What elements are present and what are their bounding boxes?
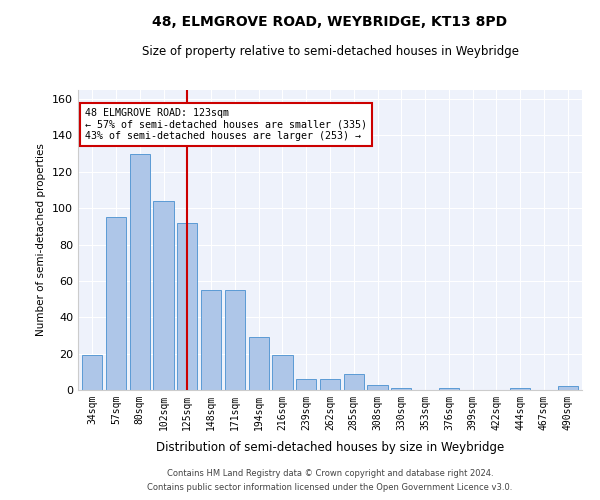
- Bar: [154, 201, 173, 390]
- Y-axis label: Number of semi-detached properties: Number of semi-detached properties: [37, 144, 46, 336]
- Bar: [225, 290, 245, 390]
- Text: 48, ELMGROVE ROAD, WEYBRIDGE, KT13 8PD: 48, ELMGROVE ROAD, WEYBRIDGE, KT13 8PD: [152, 15, 508, 29]
- Text: Contains HM Land Registry data © Crown copyright and database right 2024.: Contains HM Land Registry data © Crown c…: [167, 468, 493, 477]
- Bar: [201, 290, 221, 390]
- Bar: [367, 384, 388, 390]
- Bar: [130, 154, 150, 390]
- Text: 48 ELMGROVE ROAD: 123sqm
← 57% of semi-detached houses are smaller (335)
43% of : 48 ELMGROVE ROAD: 123sqm ← 57% of semi-d…: [85, 108, 367, 142]
- Bar: [272, 356, 293, 390]
- Bar: [106, 218, 126, 390]
- Text: Contains public sector information licensed under the Open Government Licence v3: Contains public sector information licen…: [148, 484, 512, 492]
- Bar: [82, 356, 103, 390]
- Bar: [439, 388, 459, 390]
- Bar: [391, 388, 412, 390]
- Bar: [344, 374, 364, 390]
- Bar: [177, 222, 197, 390]
- X-axis label: Distribution of semi-detached houses by size in Weybridge: Distribution of semi-detached houses by …: [156, 441, 504, 454]
- Bar: [510, 388, 530, 390]
- Text: Size of property relative to semi-detached houses in Weybridge: Size of property relative to semi-detach…: [142, 45, 518, 58]
- Bar: [557, 386, 578, 390]
- Bar: [320, 379, 340, 390]
- Bar: [248, 338, 269, 390]
- Bar: [296, 379, 316, 390]
